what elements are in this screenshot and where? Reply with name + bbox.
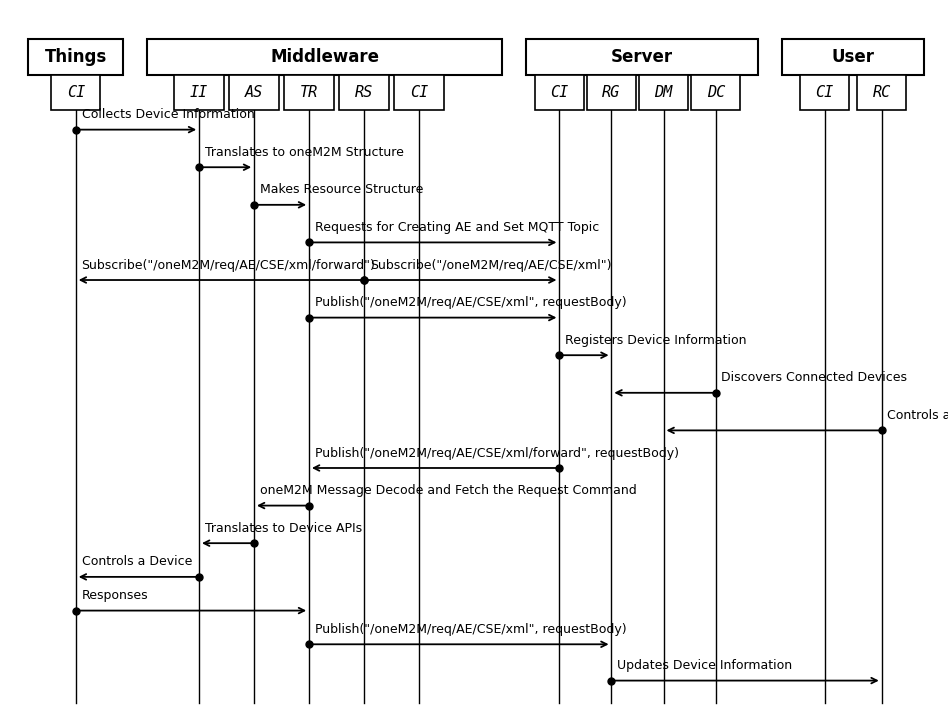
Text: DC: DC bbox=[706, 85, 725, 100]
Bar bbox=[394, 75, 444, 111]
Text: DM: DM bbox=[654, 85, 673, 100]
Text: Requests for Creating AE and Set MQTT Topic: Requests for Creating AE and Set MQTT To… bbox=[315, 221, 599, 234]
Text: oneM2M Message Decode and Fetch the Request Command: oneM2M Message Decode and Fetch the Requ… bbox=[260, 484, 636, 497]
Bar bbox=[284, 75, 334, 111]
Text: Subscribe("/oneM2M/req/AE/CSE/xml/forward"): Subscribe("/oneM2M/req/AE/CSE/xml/forwar… bbox=[82, 259, 375, 272]
Text: RG: RG bbox=[602, 85, 621, 100]
Text: Controls a Connected Device: Controls a Connected Device bbox=[887, 409, 948, 422]
Text: Translates to oneM2M Structure: Translates to oneM2M Structure bbox=[205, 145, 404, 159]
Bar bbox=[147, 39, 502, 75]
Bar bbox=[339, 75, 389, 111]
Bar bbox=[857, 75, 906, 111]
Text: Controls a Device: Controls a Device bbox=[82, 555, 191, 568]
Bar bbox=[782, 39, 924, 75]
Bar bbox=[587, 75, 636, 111]
Bar bbox=[229, 75, 279, 111]
Bar bbox=[800, 75, 849, 111]
Text: Publish("/oneM2M/req/AE/CSE/xml", requestBody): Publish("/oneM2M/req/AE/CSE/xml", reques… bbox=[315, 296, 627, 309]
Text: Updates Device Information: Updates Device Information bbox=[617, 659, 793, 672]
Text: Discovers Connected Devices: Discovers Connected Devices bbox=[721, 371, 907, 384]
Text: RC: RC bbox=[872, 85, 891, 100]
Text: II: II bbox=[190, 85, 209, 100]
Text: Server: Server bbox=[611, 48, 673, 66]
Bar bbox=[174, 75, 224, 111]
Text: CI: CI bbox=[410, 85, 428, 100]
Text: Middleware: Middleware bbox=[270, 48, 379, 66]
Bar bbox=[51, 75, 100, 111]
Bar bbox=[28, 39, 123, 75]
Text: Subscribe("/oneM2M/req/AE/CSE/xml"): Subscribe("/oneM2M/req/AE/CSE/xml") bbox=[370, 259, 611, 272]
Text: RS: RS bbox=[355, 85, 374, 100]
Bar bbox=[526, 39, 758, 75]
Bar bbox=[639, 75, 688, 111]
Text: User: User bbox=[831, 48, 875, 66]
Text: Registers Device Information: Registers Device Information bbox=[565, 334, 746, 347]
Text: Collects Device Information: Collects Device Information bbox=[82, 108, 254, 121]
Text: Publish("/oneM2M/req/AE/CSE/xml/forward", requestBody): Publish("/oneM2M/req/AE/CSE/xml/forward"… bbox=[315, 446, 679, 460]
Text: CI: CI bbox=[815, 85, 834, 100]
Text: CI: CI bbox=[550, 85, 569, 100]
Text: Translates to Device APIs: Translates to Device APIs bbox=[205, 522, 362, 535]
Text: Things: Things bbox=[45, 48, 107, 66]
Bar bbox=[535, 75, 584, 111]
Text: TR: TR bbox=[300, 85, 319, 100]
Text: Publish("/oneM2M/req/AE/CSE/xml", requestBody): Publish("/oneM2M/req/AE/CSE/xml", reques… bbox=[315, 623, 627, 636]
Text: Responses: Responses bbox=[82, 589, 148, 602]
Bar bbox=[691, 75, 740, 111]
Text: CI: CI bbox=[66, 85, 85, 100]
Text: Makes Resource Structure: Makes Resource Structure bbox=[260, 183, 423, 196]
Text: AS: AS bbox=[245, 85, 264, 100]
